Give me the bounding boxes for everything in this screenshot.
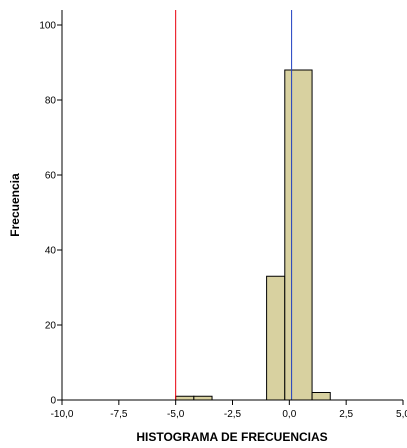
y-tick-label: 40 [45, 246, 57, 257]
histogram-bar [193, 395, 213, 401]
y-axis-title: Frecuencia [8, 173, 22, 237]
y-tick-label: 100 [39, 21, 56, 32]
x-ticks-group: -10,0 -7,5 -5,0 -2,5 0,0 2,5 5,0 [51, 400, 407, 420]
y-tick-label: 60 [45, 171, 57, 182]
x-axis-title: HISTOGRAMA DE FRECUENCIAS [136, 430, 327, 444]
reference-lines-group [175, 10, 293, 400]
x-tick-label: -10,0 [51, 409, 74, 420]
bars-group [175, 69, 331, 401]
x-tick-label: -5,0 [167, 409, 185, 420]
histogram-bar [175, 395, 195, 401]
y-tick-label: 0 [50, 396, 56, 407]
y-tick-label: 20 [45, 321, 57, 332]
y-ticks-group: 0 20 40 60 80 100 [39, 21, 62, 407]
histogram-bar [311, 392, 331, 401]
histogram-bar [284, 69, 313, 401]
x-tick-label: 0,0 [282, 409, 296, 420]
plot-area [62, 10, 403, 400]
y-tick-label: 80 [45, 96, 57, 107]
x-tick-label: -7,5 [110, 409, 128, 420]
x-tick-label: 2,5 [339, 409, 353, 420]
x-tick-label: 5,0 [396, 409, 407, 420]
x-tick-label: -2,5 [224, 409, 242, 420]
histogram-bar [266, 275, 286, 401]
